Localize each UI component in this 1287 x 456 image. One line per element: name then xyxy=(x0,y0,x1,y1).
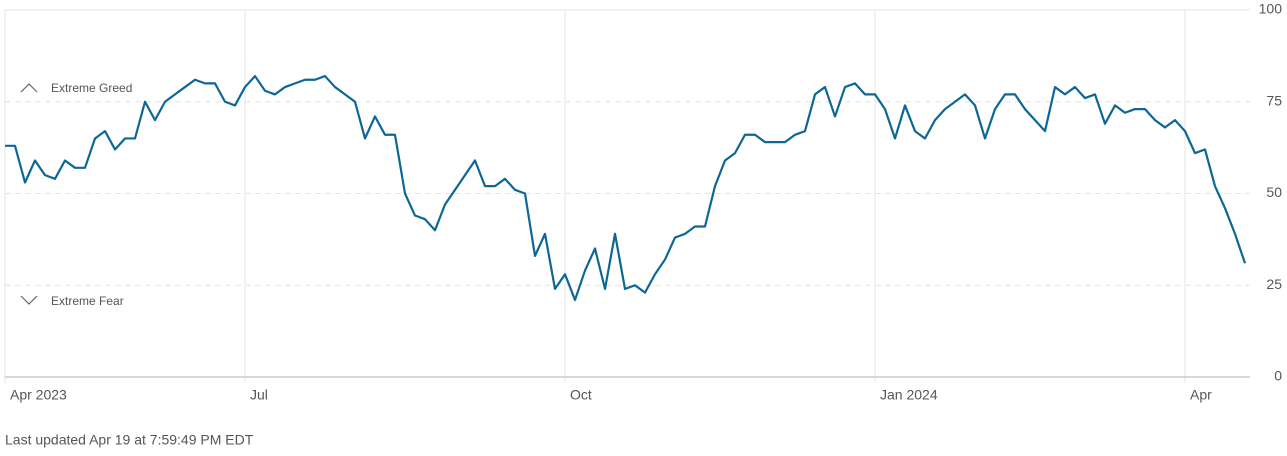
footer: Last updated Apr 19 at 7:59:49 PM EDT xyxy=(5,432,254,448)
annotation: Extreme Greed xyxy=(51,81,132,95)
greed-icon xyxy=(20,83,38,93)
x-tick-label: Jul xyxy=(250,387,268,403)
y-tick-label: 50 xyxy=(1266,184,1282,200)
y-tick-label: 75 xyxy=(1266,92,1282,108)
fear-icon xyxy=(20,295,38,305)
y-tick-label: 100 xyxy=(1259,1,1283,17)
annotation: Extreme Fear xyxy=(51,294,124,308)
x-tick-label: Apr 2023 xyxy=(10,387,67,403)
x-tick-label: Jan 2024 xyxy=(880,387,938,403)
y-tick-label: 25 xyxy=(1266,276,1282,292)
line xyxy=(5,74,1247,302)
x-tick-label: Oct xyxy=(570,387,592,403)
y-tick-label: 0 xyxy=(1274,368,1282,384)
x-tick-label: Apr xyxy=(1190,387,1212,403)
